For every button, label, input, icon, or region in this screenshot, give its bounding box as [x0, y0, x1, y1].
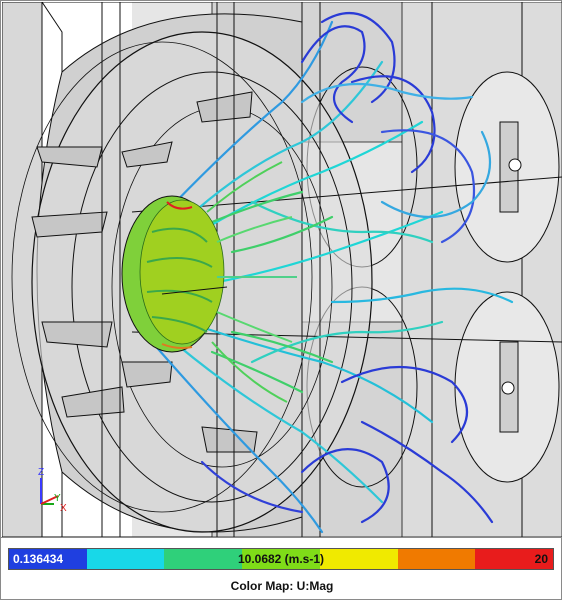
z-axis-label: Z [38, 467, 44, 478]
colorbar-segment [242, 549, 320, 569]
3d-viewport[interactable]: Z Y X [2, 2, 562, 537]
scene-render [2, 2, 562, 537]
x-axis-line [40, 495, 59, 505]
side-cylinders [306, 66, 560, 488]
colorbar-mid-label: 10.0682 (m.s-1) [237, 552, 325, 566]
impeller-cone [206, 161, 297, 403]
axis-triad: Z Y X [38, 467, 67, 514]
colorbar-segment [475, 549, 553, 569]
color-map-title: Color Map: U:Mag [230, 579, 334, 593]
x-axis-label: X [60, 503, 67, 514]
divider [1, 537, 561, 538]
pump-vanes [31, 91, 258, 453]
colorbar-min-label: 0.136434 [13, 552, 64, 566]
colorbar-segment [319, 549, 398, 569]
inlet-disk [121, 195, 228, 353]
colorbar-segment [86, 549, 165, 569]
colorbar-max-label: 20 [534, 552, 548, 566]
color-legend-bar: 0.136434 10.0682 (m.s-1) 20 [8, 548, 554, 570]
colorbar-segment [397, 549, 476, 569]
colorbar-segment [164, 549, 243, 569]
y-axis-label: Y [54, 493, 61, 504]
colorbar-segment [9, 549, 87, 569]
